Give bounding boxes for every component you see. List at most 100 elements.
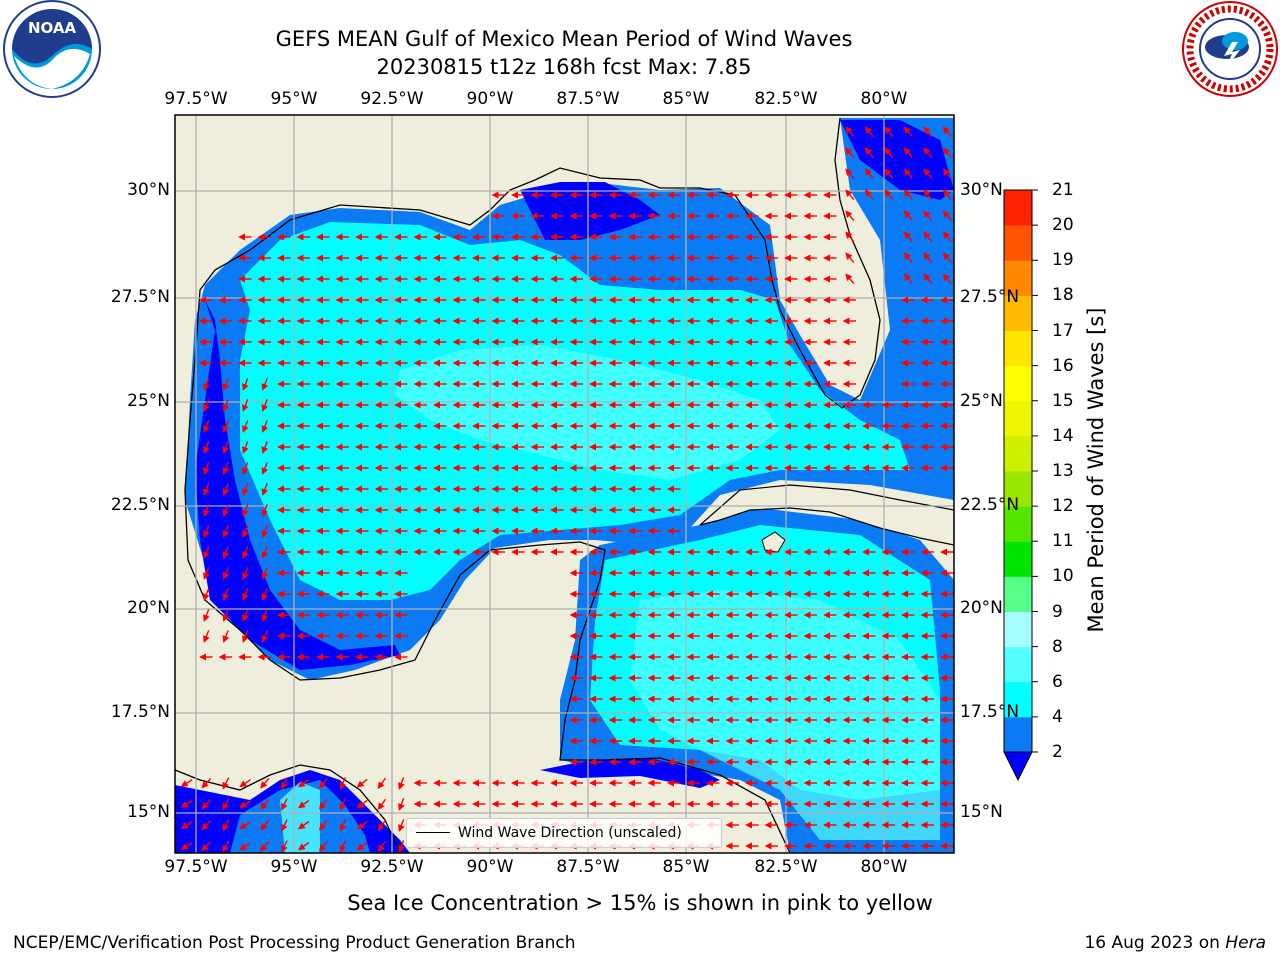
wind-wave-arrow bbox=[242, 420, 249, 433]
wind-wave-arrow bbox=[203, 504, 210, 517]
wind-wave-arrow bbox=[261, 378, 269, 391]
map-frame bbox=[174, 114, 955, 854]
lat-tick: 22.5°N bbox=[960, 495, 1020, 515]
wind-wave-arrow bbox=[242, 525, 249, 538]
colorbar-segment bbox=[1004, 471, 1032, 507]
wind-wave-arrow bbox=[261, 567, 269, 580]
jamaica-land bbox=[761, 531, 786, 553]
wind-wave-arrow bbox=[261, 525, 269, 538]
lon-tick: 97.5°W bbox=[164, 857, 228, 877]
wind-wave-arrow bbox=[942, 168, 952, 180]
wind-wave-arrow bbox=[201, 841, 212, 852]
wind-wave-arrow bbox=[222, 504, 230, 517]
wind-wave-arrow bbox=[242, 546, 249, 559]
wind-wave-arrow bbox=[398, 819, 405, 832]
lon-gridlines bbox=[195, 115, 885, 853]
wind-wave-arrow bbox=[203, 546, 210, 559]
colorbar-tick-label: 16 bbox=[1052, 355, 1074, 376]
wind-wave-arrow bbox=[864, 189, 874, 201]
machine-name: Hera bbox=[1225, 933, 1266, 953]
wind-wave-arrow bbox=[261, 588, 269, 601]
wind-wave-arrow bbox=[222, 840, 230, 853]
florida-east-water bbox=[840, 120, 954, 200]
lon-tick: 95°W bbox=[270, 857, 318, 877]
wind-wave-arrow bbox=[923, 147, 933, 159]
lon-tick: 95°W bbox=[270, 89, 318, 109]
lat-tick: 25°N bbox=[127, 391, 170, 411]
wind-wave-arrow bbox=[339, 798, 347, 811]
colorbar-segment bbox=[1004, 506, 1032, 542]
lat-tick: 22.5°N bbox=[110, 495, 170, 515]
lat-tick: 15°N bbox=[127, 802, 170, 822]
wind-wave-arrow bbox=[923, 231, 933, 243]
wind-wave-arrow bbox=[261, 420, 269, 433]
wind-wave-arrow bbox=[884, 189, 894, 201]
wind-wave-arrow bbox=[261, 462, 269, 475]
legend-label: Wind Wave Direction (unscaled) bbox=[458, 825, 682, 841]
wind-wave-arrow bbox=[261, 504, 269, 517]
colorbar-segment bbox=[1004, 225, 1032, 261]
lon-tick: 97.5°W bbox=[164, 89, 228, 109]
wind-wave-arrow bbox=[398, 840, 405, 853]
colorbar-segment bbox=[1004, 576, 1032, 612]
wind-wave-arrow bbox=[845, 231, 855, 243]
wind-wave-arrow bbox=[845, 273, 855, 285]
lon-tick: 90°W bbox=[466, 89, 514, 109]
wind-wave-arrow bbox=[923, 189, 933, 201]
colorbar-segment bbox=[1004, 365, 1032, 402]
wind-wave-arrow bbox=[222, 525, 230, 538]
wind-wave-arrow bbox=[903, 126, 913, 138]
colorbar-segment bbox=[1004, 435, 1032, 472]
wind-wave-arrow bbox=[884, 168, 894, 180]
wind-wave-arrow bbox=[222, 777, 230, 790]
wind-wave-arrow bbox=[222, 483, 230, 496]
wind-wave-arrow bbox=[923, 210, 933, 222]
wind-wave-arrow bbox=[261, 483, 269, 496]
wind-wave-arrow bbox=[942, 189, 952, 201]
wind-wave-arrow bbox=[203, 567, 210, 580]
wind-wave-arrow bbox=[261, 546, 269, 559]
honduras-coast-water bbox=[540, 758, 720, 788]
lon-tick: 80°W bbox=[860, 89, 908, 109]
colorbar-segment bbox=[1004, 611, 1032, 648]
wind-wave-arrow bbox=[339, 777, 347, 790]
wind-wave-arrow bbox=[864, 168, 874, 180]
wind-wave-arrow bbox=[260, 777, 270, 789]
colorbar-segment bbox=[1004, 400, 1032, 437]
colorbar-tick-label: 21 bbox=[1052, 180, 1074, 200]
wind-wave-arrow bbox=[942, 147, 952, 159]
wind-wave-arrow bbox=[942, 273, 952, 285]
wind-wave-arrow bbox=[942, 210, 952, 222]
wind-wave-arrow bbox=[222, 462, 230, 475]
wind-wave-arrows bbox=[180, 126, 954, 853]
lat-tick: 17.5°N bbox=[110, 702, 170, 722]
colorbar-tick-label: 12 bbox=[1052, 496, 1074, 517]
wind-wave-arrow bbox=[222, 567, 230, 580]
colorbar-tick-label: 2 bbox=[1052, 742, 1063, 762]
wind-wave-arrow bbox=[261, 630, 269, 643]
wind-wave-arrow bbox=[261, 399, 269, 412]
wind-wave-arrow bbox=[318, 798, 328, 810]
wind-wave-arrow bbox=[923, 168, 933, 180]
colorbar-segment bbox=[1004, 260, 1032, 296]
colorbar-segment bbox=[1004, 716, 1032, 753]
lon-tick: 80°W bbox=[860, 857, 908, 877]
wind-wave-arrow bbox=[845, 147, 855, 159]
colorbar-tick-label: 11 bbox=[1052, 531, 1074, 552]
wind-wave-arrow bbox=[222, 609, 230, 622]
wind-wave-arrow bbox=[239, 779, 251, 788]
wind-wave-arrow bbox=[222, 399, 230, 412]
colorbar-tick-label: 13 bbox=[1052, 461, 1074, 481]
wind-wave-arrow bbox=[339, 819, 347, 832]
lat-tick: 15°N bbox=[960, 802, 1003, 822]
wind-wave-arrow bbox=[242, 462, 249, 475]
wind-wave-arrow bbox=[864, 126, 874, 138]
lat-tick: 17.5°N bbox=[960, 702, 1020, 722]
wind-wave-arrow bbox=[864, 147, 874, 159]
wind-wave-arrow bbox=[203, 420, 210, 433]
wind-wave-arrow bbox=[942, 252, 952, 264]
wind-wave-arrow bbox=[318, 819, 328, 831]
wind-wave-arrow bbox=[356, 778, 368, 788]
chart-subtitle: 20230815 t12z 168h fcst Max: 7.85 bbox=[376, 55, 752, 79]
